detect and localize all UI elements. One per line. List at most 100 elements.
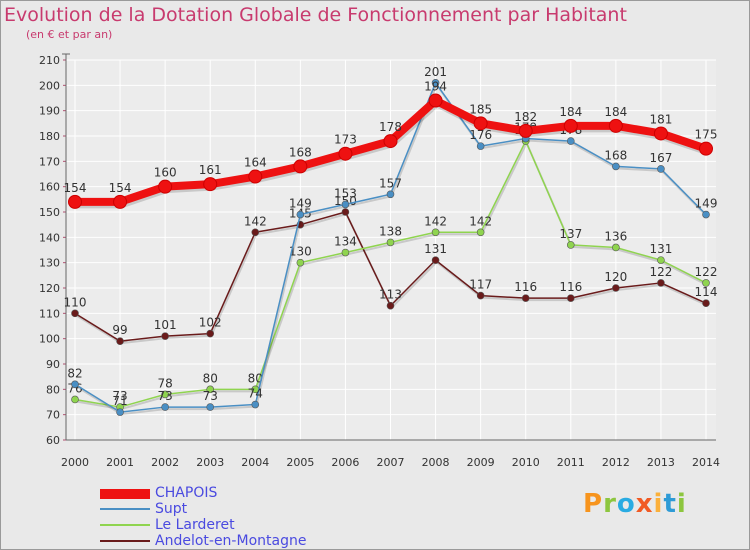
chart-title: Evolution de la Dotation Globale de Fonc… xyxy=(4,4,627,26)
x-tick-label: 2008 xyxy=(422,456,450,469)
y-tick-label: 110 xyxy=(39,307,60,320)
data-point-supt xyxy=(251,400,260,409)
data-label-andelot-en-montagne: 142 xyxy=(244,214,267,228)
data-label-supt: 201 xyxy=(424,65,447,79)
data-label-supt: 153 xyxy=(334,186,357,200)
x-tick-label: 2002 xyxy=(151,456,179,469)
data-label-le-larderet: 131 xyxy=(649,242,672,256)
data-point-le-larderet xyxy=(612,243,620,252)
data-label-andelot-en-montagne: 116 xyxy=(559,280,582,294)
x-tick-label: 2001 xyxy=(106,456,134,469)
data-label-le-larderet: 80 xyxy=(203,371,218,385)
data-label-le-larderet: 142 xyxy=(469,214,492,228)
y-tick-label: 210 xyxy=(39,54,60,67)
data-point-chapois xyxy=(608,118,623,133)
proxiti-logo: Proxiti xyxy=(583,489,687,519)
chart-subtitle: (en € et par an) xyxy=(26,28,113,41)
data-point-chapois xyxy=(428,93,443,108)
data-point-chapois xyxy=(203,177,218,192)
data-label-le-larderet: 142 xyxy=(424,214,447,228)
data-point-supt xyxy=(71,380,79,389)
legend-swatch-chapois xyxy=(100,489,150,499)
data-point-supt xyxy=(116,408,124,416)
y-tick-label: 150 xyxy=(39,206,60,219)
data-point-andelot-en-montagne xyxy=(566,294,575,302)
data-point-andelot-en-montagne xyxy=(206,329,215,338)
data-label-andelot-en-montagne: 116 xyxy=(514,280,537,294)
data-label-chapois: 154 xyxy=(64,181,87,195)
x-tick-label: 2004 xyxy=(241,456,269,469)
data-point-andelot-en-montagne xyxy=(161,332,169,340)
data-label-andelot-en-montagne: 101 xyxy=(154,318,177,332)
data-label-le-larderet: 137 xyxy=(559,227,582,241)
y-tick-label: 120 xyxy=(39,282,60,295)
x-tick-label: 2006 xyxy=(331,456,359,469)
data-point-supt xyxy=(431,79,440,87)
data-point-chapois xyxy=(699,141,713,156)
data-label-andelot-en-montagne: 131 xyxy=(424,242,447,256)
data-label-andelot-en-montagne: 122 xyxy=(649,265,672,279)
y-tick-label: 140 xyxy=(39,231,60,244)
x-tick-label: 2011 xyxy=(557,456,585,469)
data-point-chapois xyxy=(293,159,308,174)
data-label-chapois: 182 xyxy=(514,110,537,124)
data-label-supt: 73 xyxy=(158,389,173,403)
y-tick-label: 100 xyxy=(39,333,60,346)
data-point-supt xyxy=(566,137,575,145)
data-point-andelot-en-montagne xyxy=(657,279,665,287)
data-point-supt xyxy=(296,210,305,219)
y-tick-label: 60 xyxy=(46,434,60,447)
data-point-chapois xyxy=(383,134,398,149)
data-label-andelot-en-montagne: 114 xyxy=(695,285,718,299)
data-label-supt: 82 xyxy=(67,366,82,380)
y-tick-label: 200 xyxy=(39,79,60,92)
data-label-le-larderet: 78 xyxy=(158,376,173,390)
data-point-andelot-en-montagne xyxy=(341,208,350,216)
data-point-andelot-en-montagne xyxy=(702,299,710,308)
data-point-chapois xyxy=(158,179,173,194)
data-label-chapois: 173 xyxy=(334,133,357,147)
data-point-supt xyxy=(657,165,665,173)
data-point-supt xyxy=(386,190,395,199)
data-label-chapois: 161 xyxy=(199,163,222,177)
data-point-chapois xyxy=(473,116,488,131)
data-label-andelot-en-montagne: 99 xyxy=(112,323,127,337)
data-label-chapois: 175 xyxy=(695,128,718,142)
data-label-le-larderet: 130 xyxy=(289,245,312,259)
data-point-le-larderet xyxy=(71,395,79,404)
data-point-le-larderet xyxy=(296,258,305,267)
data-point-chapois xyxy=(248,169,263,184)
data-label-chapois: 184 xyxy=(604,105,627,119)
x-tick-label: 2007 xyxy=(377,456,405,469)
data-point-supt xyxy=(161,403,169,411)
legend-swatch-supt xyxy=(100,508,150,510)
data-label-supt: 74 xyxy=(248,387,263,401)
x-tick-label: 2012 xyxy=(602,456,630,469)
data-point-chapois xyxy=(113,194,128,209)
data-point-le-larderet xyxy=(161,390,169,399)
legend-label-le-larderet: Le Larderet xyxy=(155,517,235,533)
y-tick-label: 90 xyxy=(46,358,60,371)
data-point-andelot-en-montagne xyxy=(386,301,395,310)
data-label-chapois: 184 xyxy=(559,105,582,119)
data-label-supt: 149 xyxy=(695,197,718,211)
data-label-chapois: 181 xyxy=(649,112,672,126)
y-tick-label: 190 xyxy=(39,105,60,118)
legend-label-supt: Supt xyxy=(155,501,188,517)
data-point-chapois xyxy=(653,126,668,141)
data-point-le-larderet xyxy=(431,228,440,237)
data-point-chapois xyxy=(563,118,578,133)
data-point-andelot-en-montagne xyxy=(476,291,485,300)
data-label-le-larderet: 136 xyxy=(604,229,627,243)
data-point-andelot-en-montagne xyxy=(71,309,79,318)
data-label-supt: 73 xyxy=(203,389,218,403)
data-label-chapois: 160 xyxy=(154,166,177,180)
data-label-chapois: 178 xyxy=(379,120,402,134)
legend-swatch-andelot xyxy=(100,540,150,542)
data-point-le-larderet xyxy=(206,385,215,394)
x-tick-label: 2005 xyxy=(286,456,314,469)
data-point-chapois xyxy=(338,146,353,161)
data-point-supt xyxy=(702,210,710,219)
data-label-andelot-en-montagne: 113 xyxy=(379,288,402,302)
